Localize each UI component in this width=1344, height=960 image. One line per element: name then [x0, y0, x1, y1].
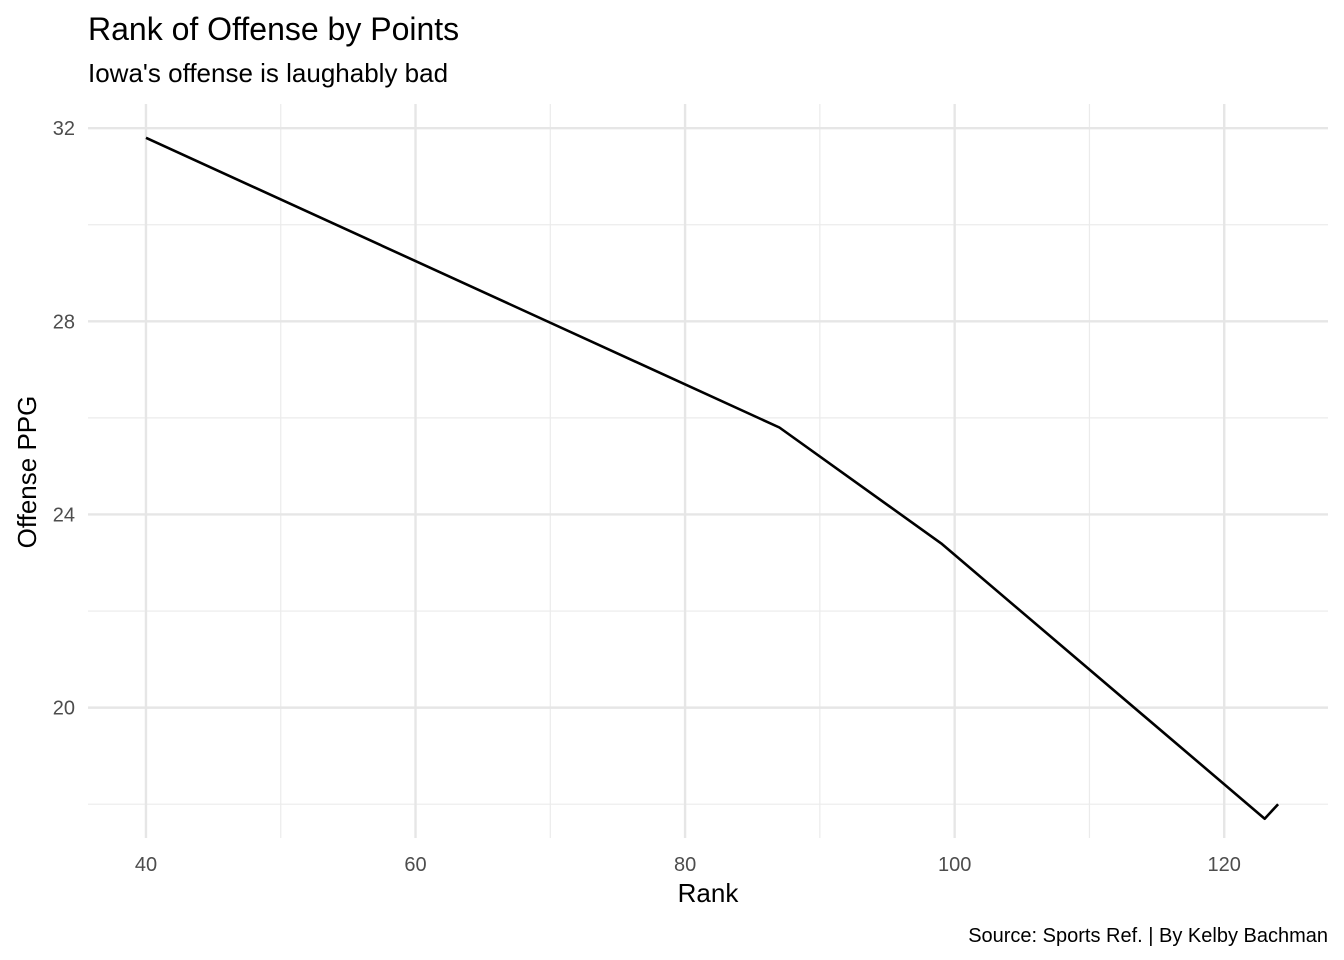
- x-tick-label: 100: [938, 854, 971, 876]
- y-tick-label: 24: [53, 504, 75, 526]
- y-tick-label: 28: [53, 311, 75, 333]
- x-tick-label: 120: [1208, 854, 1241, 876]
- x-tick-label: 80: [674, 854, 696, 876]
- x-tick-label: 40: [135, 854, 157, 876]
- y-axis-title: Offense PPG: [12, 396, 42, 549]
- y-tick-label: 20: [53, 698, 75, 720]
- tick-label-layer: 40 60 80 100 120 20 24 28 32: [53, 118, 1241, 876]
- chart-caption: Source: Sports Ref. | By Kelby Bachman: [968, 925, 1328, 947]
- x-axis-title: Rank: [678, 878, 740, 908]
- x-tick-label: 60: [404, 854, 426, 876]
- y-tick-label: 32: [53, 118, 75, 140]
- chart-title: Rank of Offense by Points: [88, 11, 459, 47]
- chart-subtitle: Iowa's offense is laughably bad: [88, 58, 448, 88]
- series-layer: [145, 136, 1280, 821]
- grid-layer: [88, 104, 1328, 838]
- series-line: [145, 136, 1280, 821]
